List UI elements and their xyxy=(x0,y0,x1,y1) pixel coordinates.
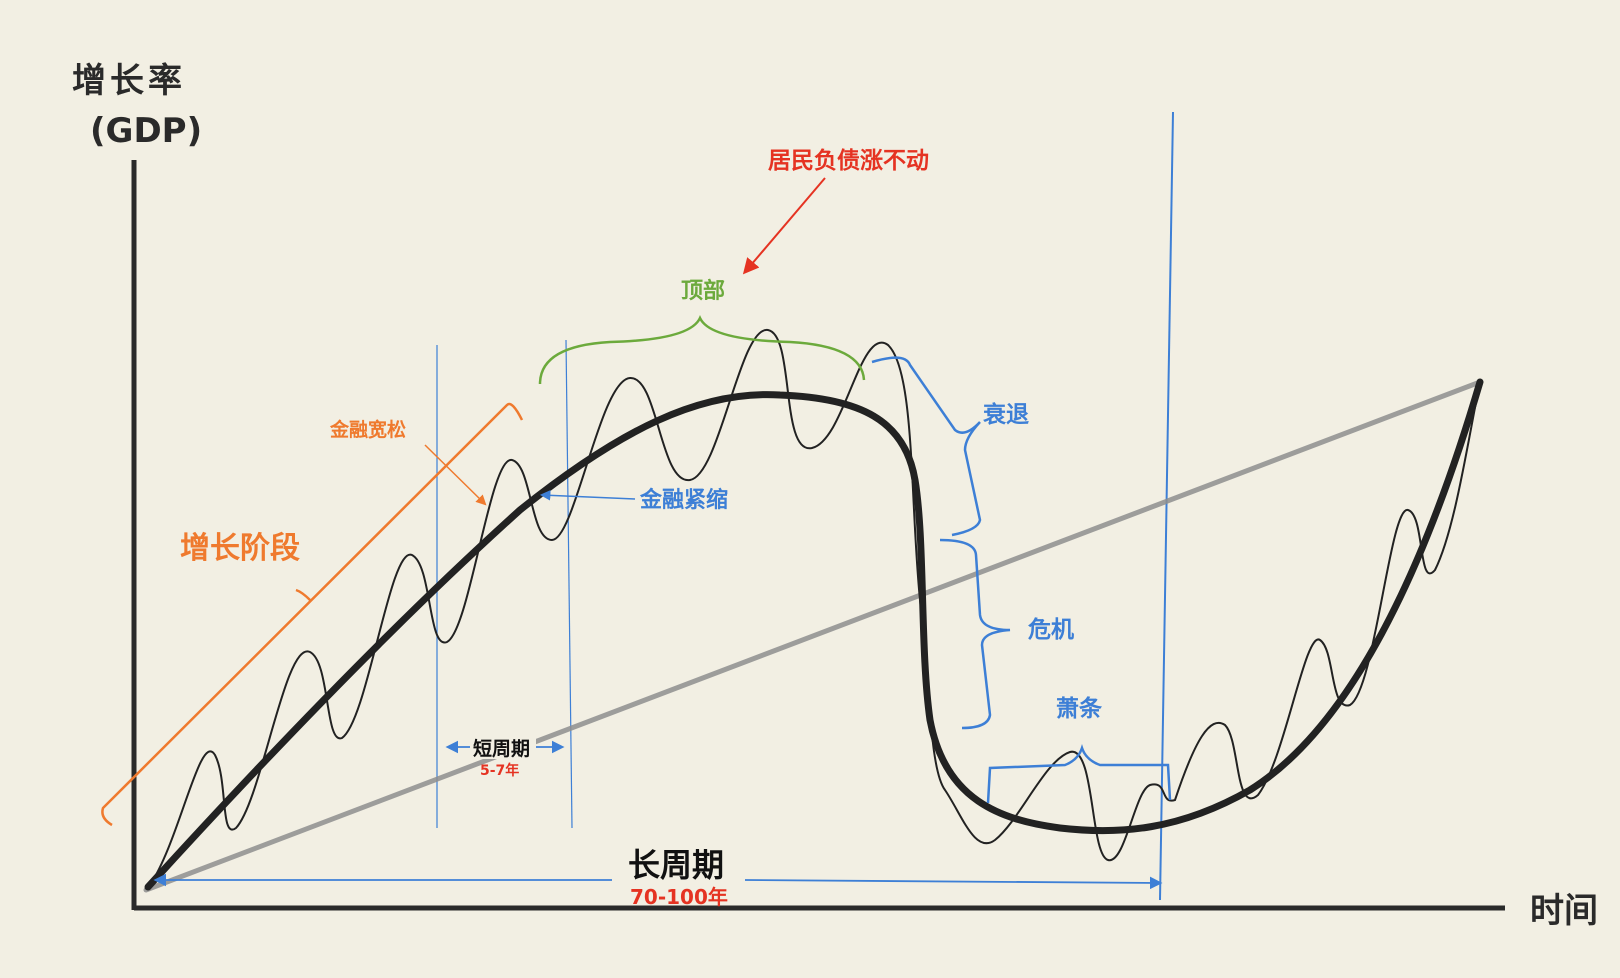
crisis-label: 危机 xyxy=(1028,616,1074,643)
resident-debt-label: 居民负债涨不动 xyxy=(768,148,929,174)
resident-debt-arrow xyxy=(742,177,826,275)
growth-phase-bracket-tick xyxy=(295,588,311,601)
short-cycle-curve xyxy=(149,329,1481,886)
recession-bracket xyxy=(871,356,982,537)
depression-label: 萧条 xyxy=(1056,695,1102,722)
short-cycle-guide-right xyxy=(565,339,573,829)
y-axis-label-line2: (GDP) xyxy=(90,111,202,151)
financial-easing-label: 金融宽松 xyxy=(329,418,406,441)
growth-phase-bracket xyxy=(101,402,524,827)
short-cycle-label: 短周期 xyxy=(473,737,530,760)
long-cycle-arrow-right xyxy=(744,876,1163,890)
long-cycle-end-guide xyxy=(1159,111,1174,901)
growth-phase-label: 增长阶段 xyxy=(180,531,300,566)
financial-easing-arrow xyxy=(424,444,487,506)
recession-label: 衰退 xyxy=(982,401,1029,428)
short-cycle-years: 5-7年 xyxy=(480,762,519,779)
crisis-bracket xyxy=(939,538,1011,730)
trend-line xyxy=(143,379,1483,893)
short-cycle-label-bg xyxy=(470,733,536,759)
long-cycle-years: 70-100年 xyxy=(630,885,728,909)
top-bracket xyxy=(538,314,866,385)
long-cycle-label: 长周期 xyxy=(628,846,724,884)
y-axis-label-line1: 增长率 xyxy=(72,61,186,101)
financial-tightening-arrow xyxy=(539,490,636,501)
x-axis-label: 时间 xyxy=(1530,891,1598,931)
depression-bracket xyxy=(986,744,1172,804)
top-label: 顶部 xyxy=(681,278,725,304)
long-cycle-curve xyxy=(144,378,1484,891)
financial-tightening-label: 金融紧缩 xyxy=(639,487,728,513)
